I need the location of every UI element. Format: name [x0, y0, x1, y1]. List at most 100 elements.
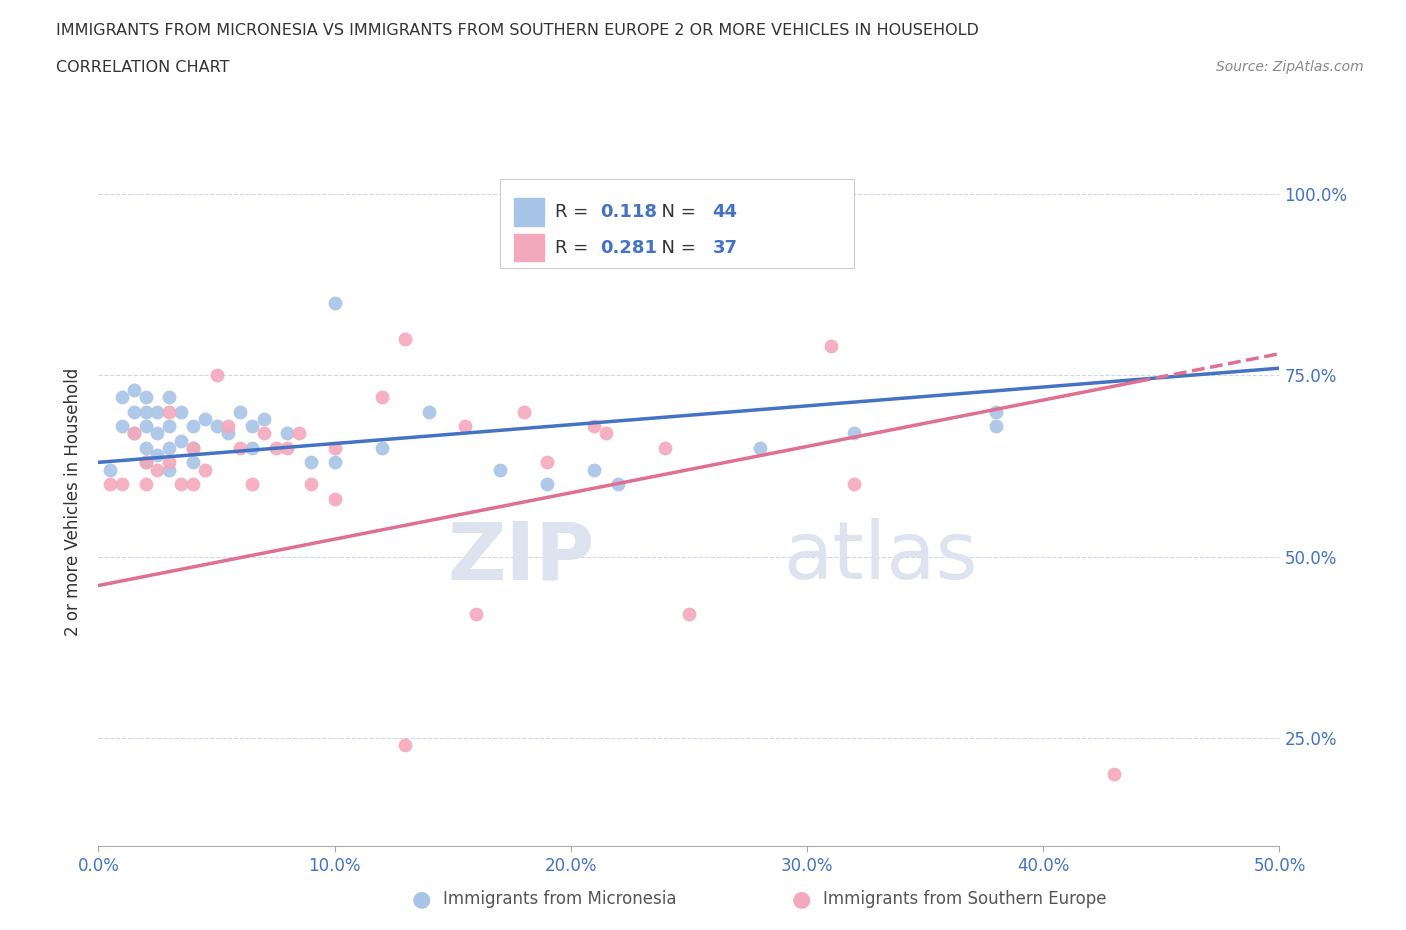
- Point: [122, 426, 145, 441]
- Point: [122, 405, 145, 419]
- Text: N =: N =: [650, 203, 702, 220]
- Point: [276, 441, 298, 456]
- Point: [844, 426, 866, 441]
- Point: [678, 607, 700, 622]
- Point: [583, 462, 606, 477]
- Text: Source: ZipAtlas.com: Source: ZipAtlas.com: [1216, 60, 1364, 74]
- Point: [146, 405, 169, 419]
- Point: [264, 441, 287, 456]
- Point: [748, 441, 770, 456]
- Text: ●: ●: [412, 889, 432, 910]
- Point: [181, 441, 204, 456]
- Point: [135, 418, 157, 433]
- Point: [157, 418, 180, 433]
- Point: [157, 441, 180, 456]
- Point: [394, 332, 416, 347]
- Text: 37: 37: [713, 239, 738, 257]
- Point: [512, 405, 534, 419]
- FancyBboxPatch shape: [515, 233, 544, 261]
- Text: R =: R =: [555, 239, 595, 257]
- Text: ZIP: ZIP: [447, 518, 595, 596]
- Text: 0.118: 0.118: [600, 203, 658, 220]
- Point: [181, 477, 204, 492]
- Point: [984, 418, 1007, 433]
- Point: [595, 426, 617, 441]
- Point: [170, 405, 193, 419]
- Point: [181, 455, 204, 470]
- Point: [135, 405, 157, 419]
- Point: [217, 426, 239, 441]
- FancyBboxPatch shape: [501, 179, 855, 268]
- Point: [146, 447, 169, 462]
- Point: [844, 477, 866, 492]
- Point: [122, 382, 145, 397]
- Point: [299, 455, 322, 470]
- FancyBboxPatch shape: [515, 198, 544, 226]
- Point: [157, 405, 180, 419]
- Point: [240, 441, 263, 456]
- Text: R =: R =: [555, 203, 595, 220]
- Point: [170, 477, 193, 492]
- Point: [135, 441, 157, 456]
- Point: [111, 390, 134, 405]
- Point: [489, 462, 512, 477]
- Point: [536, 455, 558, 470]
- Point: [240, 418, 263, 433]
- Point: [157, 462, 180, 477]
- Point: [170, 433, 193, 448]
- Point: [253, 426, 276, 441]
- Point: [111, 477, 134, 492]
- Point: [288, 426, 311, 441]
- Point: [453, 418, 475, 433]
- Point: [229, 441, 252, 456]
- Point: [98, 462, 121, 477]
- Point: [583, 418, 606, 433]
- Point: [205, 418, 228, 433]
- Point: [607, 477, 630, 492]
- Text: Immigrants from Southern Europe: Immigrants from Southern Europe: [823, 890, 1107, 909]
- Point: [229, 405, 252, 419]
- Text: CORRELATION CHART: CORRELATION CHART: [56, 60, 229, 75]
- Text: IMMIGRANTS FROM MICRONESIA VS IMMIGRANTS FROM SOUTHERN EUROPE 2 OR MORE VEHICLES: IMMIGRANTS FROM MICRONESIA VS IMMIGRANTS…: [56, 23, 979, 38]
- Point: [984, 405, 1007, 419]
- Text: 44: 44: [713, 203, 738, 220]
- Point: [157, 455, 180, 470]
- Point: [111, 418, 134, 433]
- Point: [122, 426, 145, 441]
- Point: [371, 390, 394, 405]
- Point: [1102, 766, 1125, 781]
- Text: atlas: atlas: [783, 518, 977, 596]
- Point: [323, 441, 346, 456]
- Point: [181, 441, 204, 456]
- Point: [135, 390, 157, 405]
- Text: Immigrants from Micronesia: Immigrants from Micronesia: [443, 890, 676, 909]
- Point: [217, 418, 239, 433]
- Text: N =: N =: [650, 239, 702, 257]
- Point: [181, 418, 204, 433]
- Point: [323, 491, 346, 506]
- Text: 0.281: 0.281: [600, 239, 658, 257]
- Point: [194, 411, 217, 426]
- Point: [323, 296, 346, 311]
- Point: [146, 462, 169, 477]
- Point: [418, 405, 440, 419]
- Point: [98, 477, 121, 492]
- Point: [194, 462, 217, 477]
- Point: [323, 455, 346, 470]
- Point: [465, 607, 488, 622]
- Point: [135, 477, 157, 492]
- Point: [820, 339, 842, 354]
- Point: [654, 441, 676, 456]
- Point: [299, 477, 322, 492]
- Point: [253, 411, 276, 426]
- Point: [276, 426, 298, 441]
- Point: [371, 441, 394, 456]
- Point: [135, 455, 157, 470]
- Point: [240, 477, 263, 492]
- Point: [394, 737, 416, 752]
- Point: [157, 390, 180, 405]
- Y-axis label: 2 or more Vehicles in Household: 2 or more Vehicles in Household: [65, 368, 83, 636]
- Point: [536, 477, 558, 492]
- Point: [205, 368, 228, 383]
- Text: ●: ●: [792, 889, 811, 910]
